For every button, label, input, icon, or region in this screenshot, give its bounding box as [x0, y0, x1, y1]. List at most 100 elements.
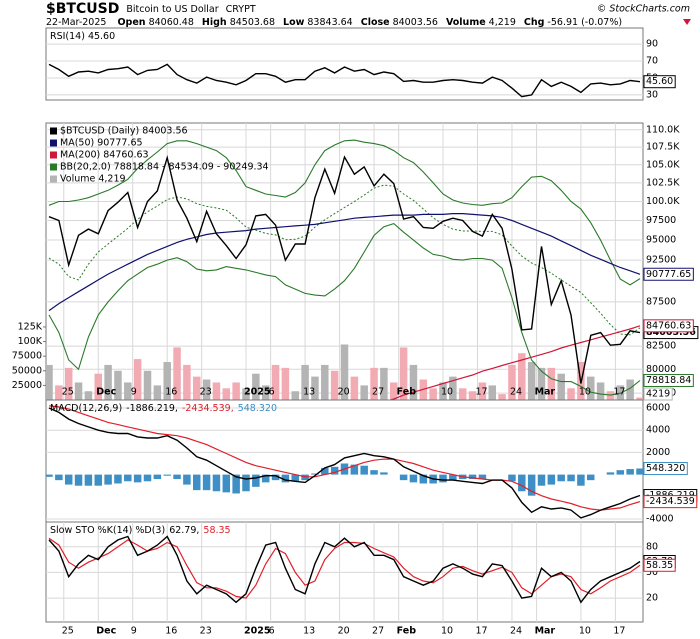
value-box-label: 4219: [646, 389, 670, 400]
line: [388, 325, 641, 400]
volume-bar: [163, 362, 171, 400]
quote-label: Low: [283, 17, 305, 28]
x-tick-label: 25: [62, 387, 74, 398]
histogram-bar: [212, 474, 221, 492]
histogram-bar: [74, 474, 83, 486]
x-tick-label: 16: [165, 387, 177, 398]
x-tick-label: 23: [200, 626, 212, 637]
y-tick-label: 6000: [646, 402, 670, 413]
histogram-bar: [527, 474, 536, 496]
quote-value: 84060.48: [149, 17, 194, 28]
volume-bar: [46, 364, 53, 400]
volume-bar: [390, 382, 398, 400]
volume-bar: [94, 373, 102, 400]
legend-swatch: [50, 163, 57, 171]
y-tick-label: 30: [646, 89, 658, 100]
line: [48, 535, 641, 604]
x-tick-label: 10: [579, 387, 591, 398]
value-box: [643, 267, 694, 281]
histogram-bar: [222, 474, 231, 493]
band-upper: [48, 139, 641, 286]
histogram-bar: [478, 474, 487, 480]
histogram-bar: [419, 474, 428, 484]
x-tick-label: 10: [441, 387, 453, 398]
volume-bar: [498, 394, 506, 400]
value-box-label: 84760.63: [646, 320, 691, 331]
volume-bar: [380, 367, 388, 400]
volume-bar: [429, 388, 437, 400]
histogram-bar: [547, 474, 556, 485]
histogram-bar: [557, 474, 565, 482]
y-tick-label: 80: [646, 541, 658, 552]
volume-bar: [449, 376, 457, 400]
x-tick-label: 13: [303, 626, 315, 637]
x-tick-label: Feb: [397, 387, 417, 398]
histogram-bar: [252, 474, 260, 487]
panel-marks: [46, 43, 643, 98]
histogram-bar: [350, 464, 359, 475]
symbol-name: Bitcoin to US Dollar: [126, 4, 218, 15]
legend-label: $BTCUSD (Daily) 84003.56: [60, 126, 188, 137]
x-tick-label: Mar: [535, 626, 556, 637]
quote-label: Open: [117, 17, 145, 28]
volume-bar: [202, 379, 211, 400]
x-tick-label: 20: [338, 387, 350, 398]
y-tick-label: 100.0K: [646, 196, 680, 207]
histogram-bar: [242, 474, 250, 492]
histogram-bar: [439, 474, 447, 483]
line: [48, 213, 641, 312]
volume-bar: [114, 370, 122, 400]
volume-bar: [64, 367, 73, 400]
x-tick-label: 2025: [244, 387, 270, 398]
volume-bar: [281, 367, 290, 400]
exchange: CRYPT: [226, 4, 256, 15]
histogram-bar: [232, 474, 240, 494]
histogram-bar: [606, 472, 615, 475]
legend-label: MA(50) 90777.65: [60, 138, 143, 149]
volume-bar: [626, 379, 634, 400]
histogram-bar: [94, 474, 102, 486]
histogram-bar: [587, 474, 595, 481]
histogram-bar: [577, 474, 585, 486]
histogram-bar: [143, 474, 152, 482]
volume-bar: [488, 385, 496, 400]
histogram-bar: [114, 474, 122, 484]
legend-label: -1886.219,: [126, 403, 178, 414]
x-tick-label: 25: [62, 626, 74, 637]
histogram-bar: [261, 474, 270, 483]
legend-label: 62.79,: [169, 525, 199, 536]
legend-label: MA(200) 84760.63: [60, 150, 149, 161]
panel-title: Slow STO %K(14) %D(3) 62.79, 58.35: [50, 525, 231, 536]
quote-value: 84003.56: [393, 17, 438, 28]
histogram-bar: [163, 474, 171, 476]
volume-bar: [271, 364, 280, 400]
y-tick-label: 102.5K: [646, 177, 680, 188]
volume-bar: [143, 370, 152, 400]
volume-bar: [74, 382, 83, 400]
x-tick-label: Dec: [96, 387, 116, 398]
panel-title-text: Slow STO %K(14) %D(3): [50, 525, 165, 536]
volume-bar: [153, 385, 162, 400]
y-tick-label: 92500: [646, 255, 676, 266]
volume-bar: [212, 382, 221, 400]
y-tick-label: 70: [646, 56, 658, 67]
change-down-icon: [683, 19, 691, 25]
volume-bar: [547, 367, 556, 400]
volume-bar: [518, 353, 526, 400]
histogram-bar: [271, 474, 280, 481]
value-box: [643, 373, 694, 387]
y-tick-label: 105.0K: [646, 159, 680, 170]
band-middle: [48, 184, 641, 336]
panel-frame: [45, 27, 644, 101]
histogram-bar: [330, 466, 339, 475]
x-tick-label: 9: [131, 626, 137, 637]
x-tick-label: 17: [613, 626, 625, 637]
volume-bar: [636, 397, 643, 400]
volume-bar: [409, 364, 418, 400]
volume-bar: [399, 347, 408, 400]
volume-bar: [340, 344, 349, 400]
histogram-bar: [380, 472, 388, 475]
band-lower: [48, 222, 641, 396]
x-tick-label: 6: [269, 387, 275, 398]
